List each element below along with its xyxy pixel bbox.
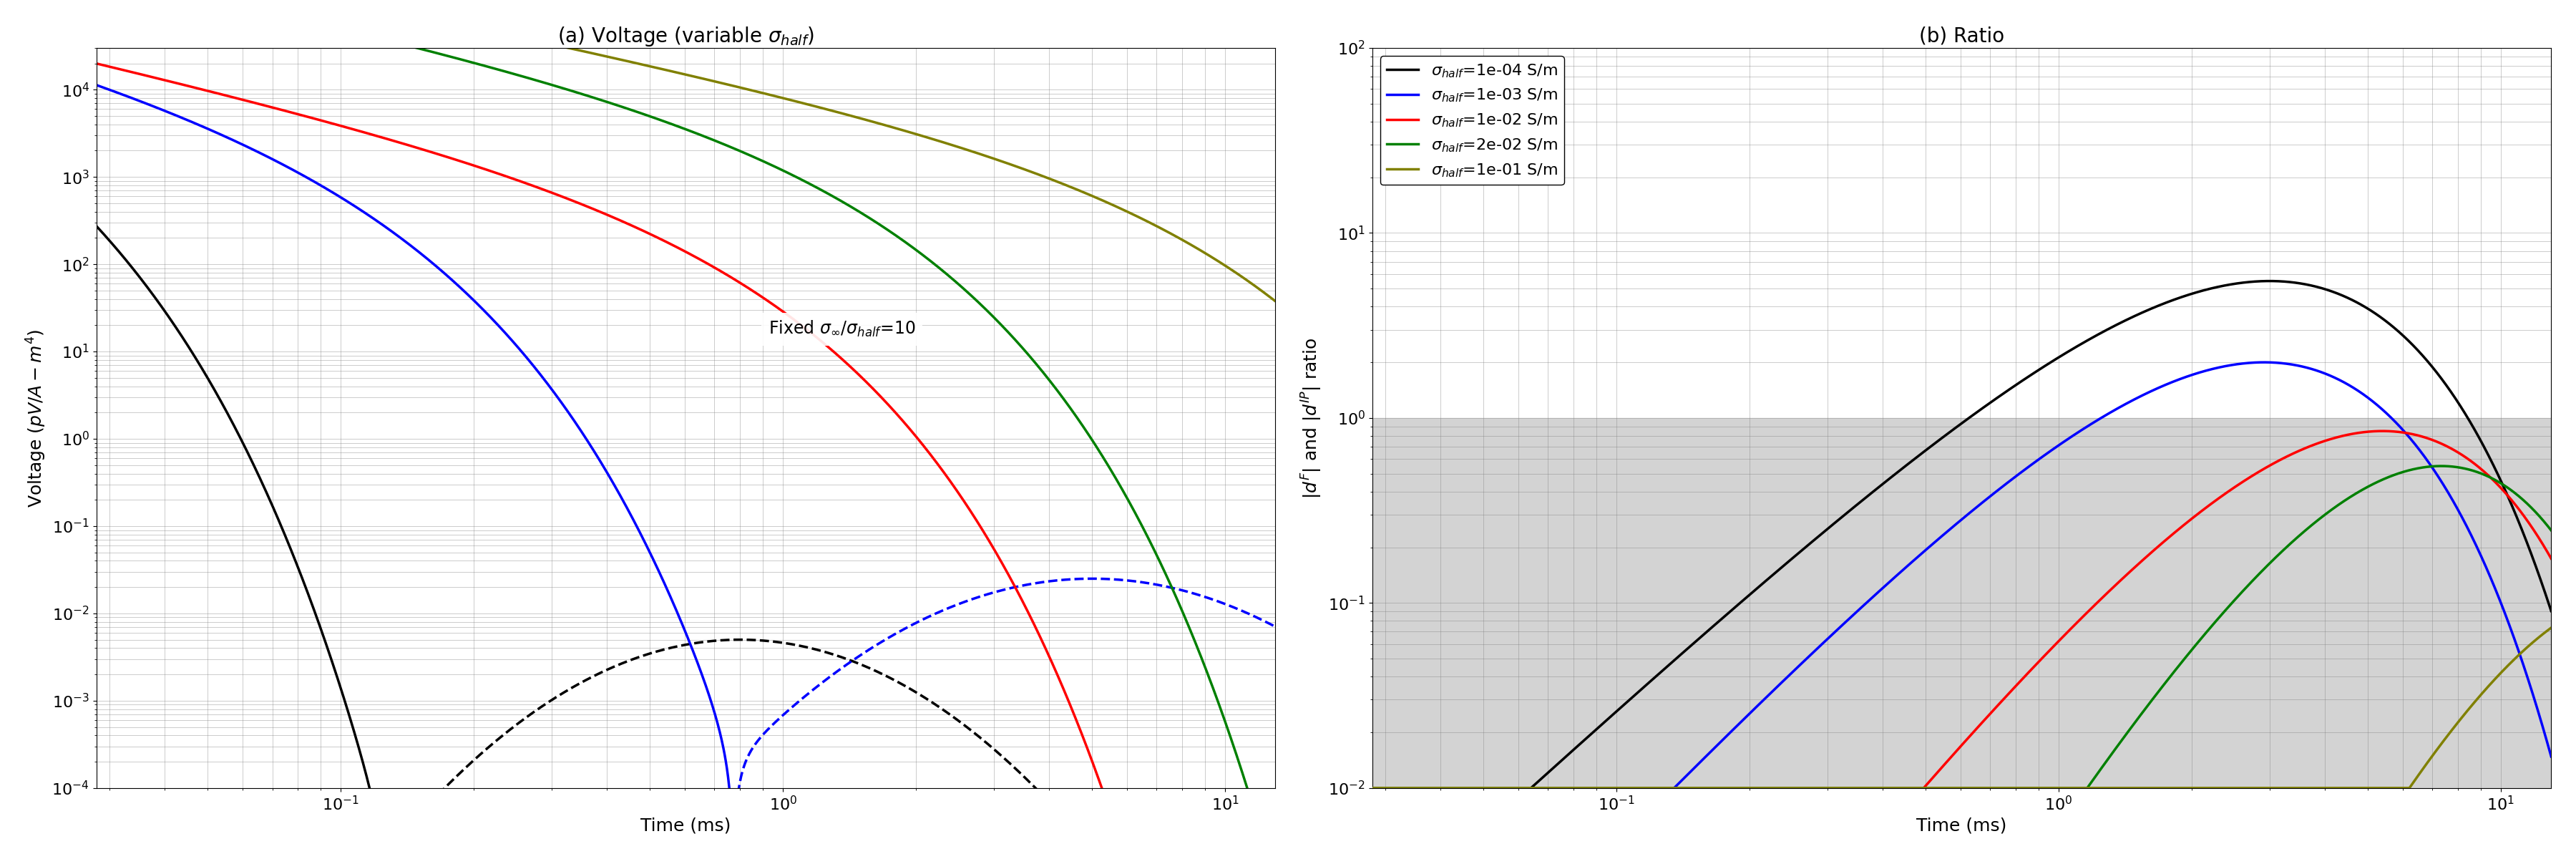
X-axis label: Time (ms): Time (ms) — [1917, 817, 2007, 834]
Y-axis label: Voltage ($pV/A-m^4$): Voltage ($pV/A-m^4$) — [26, 329, 49, 508]
Legend: $\sigma_{half}$=1e-04 S/m, $\sigma_{half}$=1e-03 S/m, $\sigma_{half}$=1e-02 S/m,: $\sigma_{half}$=1e-04 S/m, $\sigma_{half… — [1381, 56, 1564, 185]
Title: (a) Voltage (variable $\sigma_{half}$): (a) Voltage (variable $\sigma_{half}$) — [556, 25, 814, 48]
Bar — [1373, 418, 2550, 788]
Y-axis label: $|d^F|$ and $|d^{IP}|$ ratio: $|d^F|$ and $|d^{IP}|$ ratio — [1301, 338, 1324, 499]
Title: (b) Ratio: (b) Ratio — [1919, 27, 2004, 46]
X-axis label: Time (ms): Time (ms) — [641, 817, 732, 834]
Text: Fixed $\sigma_{\infty}/\sigma_{half}$=10: Fixed $\sigma_{\infty}/\sigma_{half}$=10 — [768, 320, 914, 339]
